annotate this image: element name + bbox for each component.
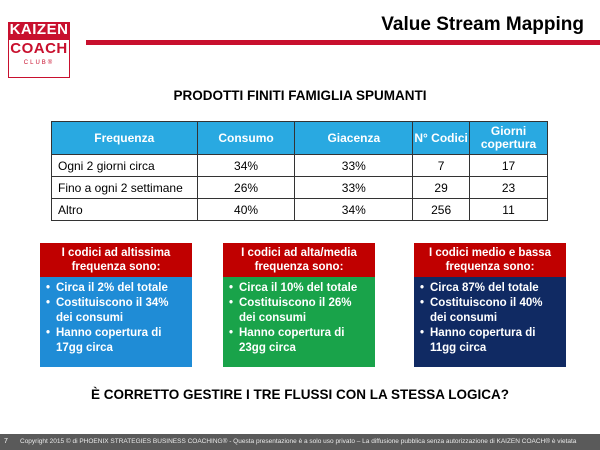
list-item: Circa il 10% del totale xyxy=(229,281,371,296)
list-item: Hanno copertura di 11gg circa xyxy=(420,326,562,356)
cell-consumo: 34% xyxy=(196,154,296,177)
section-subtitle: PRODOTTI FINITI FAMIGLIA SPUMANTI xyxy=(173,88,427,103)
callout-heading: I codici ad altissima frequenza sono: xyxy=(40,243,192,277)
cell-frequenza: Altro xyxy=(51,198,198,221)
header-n-codici: N° Codici xyxy=(412,121,471,155)
table-row: Altro 40% 34% 256 11 xyxy=(51,198,548,221)
title-divider xyxy=(86,40,600,45)
closing-question: È CORRETTO GESTIRE I TRE FLUSSI CON LA S… xyxy=(90,387,510,402)
callout-medio-bassa-frequenza: I codici medio e bassa frequenza sono: C… xyxy=(414,243,566,367)
table-header-row: Frequenza Consumo Giacenza N° Codici Gio… xyxy=(51,121,548,155)
list-item: Costituiscono il 34% dei consumi xyxy=(46,296,188,326)
list-item: Circa il 2% del totale xyxy=(46,281,188,296)
kaizen-coach-logo: KAIZEN COACH CLUB® xyxy=(8,22,70,78)
list-item: Costituiscono il 40% dei consumi xyxy=(420,296,562,326)
cell-frequenza: Fino a ogni 2 settimane xyxy=(51,176,198,199)
cell-n-codici: 7 xyxy=(412,154,471,177)
frequency-table: Frequenza Consumo Giacenza N° Codici Gio… xyxy=(51,121,548,221)
list-item: Hanno copertura di 17gg circa xyxy=(46,326,188,356)
callout-heading: I codici ad alta/media frequenza sono: xyxy=(223,243,375,277)
callout-body: Circa il 2% del totale Costituiscono il … xyxy=(40,277,192,367)
cell-giorni-copertura: 17 xyxy=(469,154,548,177)
list-item: Costituiscono il 26% dei consumi xyxy=(229,296,371,326)
callout-alta-media-frequenza: I codici ad alta/media frequenza sono: C… xyxy=(223,243,375,367)
callout-altissima-frequenza: I codici ad altissima frequenza sono: Ci… xyxy=(40,243,192,367)
list-item: Circa 87% del totale xyxy=(420,281,562,296)
callout-body: Circa il 10% del totale Costituiscono il… xyxy=(223,277,375,367)
list-item: Hanno copertura di 23gg circa xyxy=(229,326,371,356)
logo-line-club: CLUB® xyxy=(23,60,55,66)
callout-body: Circa 87% del totale Costituiscono il 40… xyxy=(414,277,566,367)
header-consumo: Consumo xyxy=(196,121,296,155)
table-row: Fino a ogni 2 settimane 26% 33% 29 23 xyxy=(51,176,548,199)
logo-frame: COACH CLUB® xyxy=(8,40,70,78)
cell-n-codici: 29 xyxy=(412,176,471,199)
slide-title: Value Stream Mapping xyxy=(381,14,584,35)
cell-giacenza: 33% xyxy=(294,176,414,199)
cell-giacenza: 33% xyxy=(294,154,414,177)
cell-n-codici: 256 xyxy=(412,198,471,221)
header-giacenza: Giacenza xyxy=(294,121,414,155)
callout-heading: I codici medio e bassa frequenza sono: xyxy=(414,243,566,277)
header-frequenza: Frequenza xyxy=(51,121,198,155)
page-number: 7 xyxy=(4,438,8,445)
cell-consumo: 40% xyxy=(196,198,296,221)
logo-line-kaizen: KAIZEN xyxy=(8,21,70,40)
callout-list: Circa il 10% del totale Costituiscono il… xyxy=(229,281,371,356)
cell-consumo: 26% xyxy=(196,176,296,199)
copyright-footer: Copyright 2015 © di PHOENIX STRATEGIES B… xyxy=(0,434,600,450)
table-row: Ogni 2 giorni circa 34% 33% 7 17 xyxy=(51,154,548,177)
cell-frequenza: Ogni 2 giorni circa xyxy=(51,154,198,177)
cell-giacenza: 34% xyxy=(294,198,414,221)
callout-list: Circa il 2% del totale Costituiscono il … xyxy=(46,281,188,356)
header-giorni-copertura: Giorni copertura xyxy=(469,121,548,155)
callout-list: Circa 87% del totale Costituiscono il 40… xyxy=(420,281,562,356)
cell-giorni-copertura: 23 xyxy=(469,176,548,199)
logo-line-coach: COACH xyxy=(10,40,68,57)
cell-giorni-copertura: 11 xyxy=(469,198,548,221)
